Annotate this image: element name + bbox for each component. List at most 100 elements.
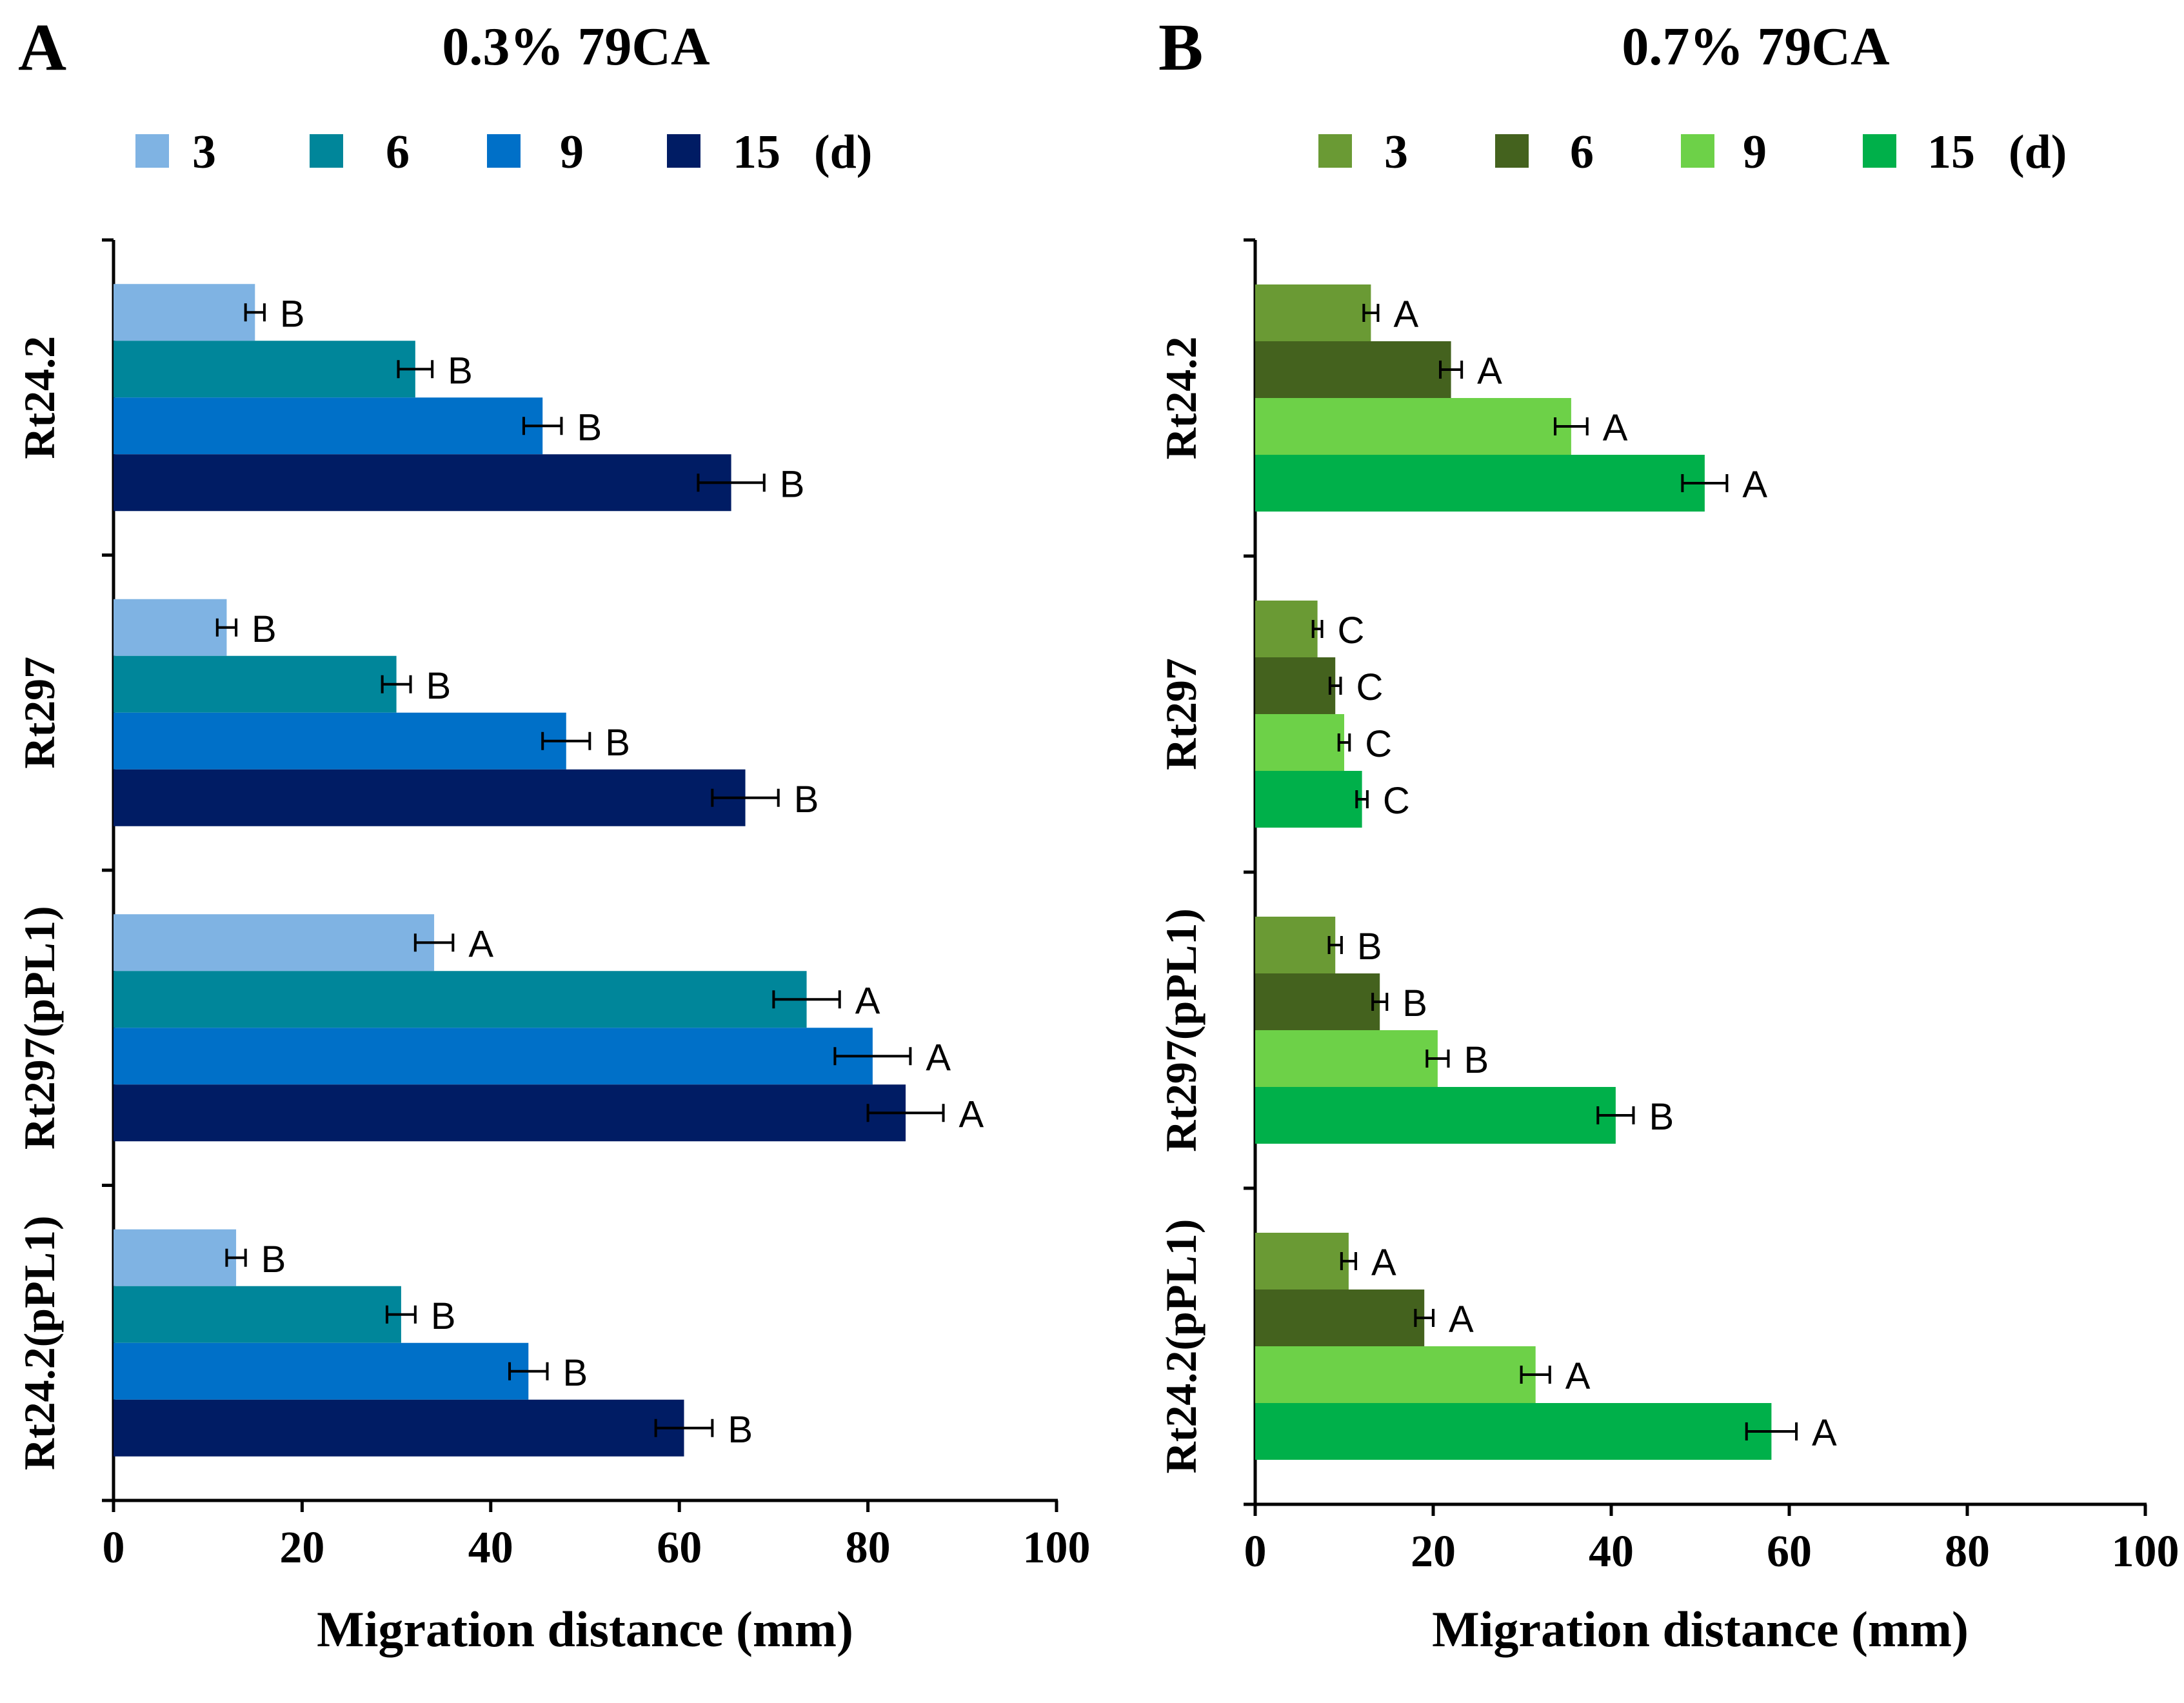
x-tick-label: 100 <box>1023 1523 1091 1573</box>
x-tick-label: 60 <box>657 1523 702 1573</box>
bar <box>1255 1233 1349 1290</box>
bar <box>114 1399 684 1457</box>
bar <box>114 1286 401 1343</box>
bar <box>114 599 227 656</box>
category-group: Rt24.2(pPL1) A A A A <box>1157 1219 1837 1474</box>
category-group: Rt24.2 B B B B <box>15 284 805 512</box>
bar <box>1255 1030 1438 1087</box>
significance-label: A <box>1393 294 1418 335</box>
legend-swatch <box>667 134 700 168</box>
x-tick-label: 0 <box>103 1523 125 1573</box>
significance-label: B <box>794 779 819 821</box>
legend-entry: 6 <box>386 126 410 179</box>
significance-label: A <box>1603 407 1628 449</box>
legend-unit: (d) <box>2009 126 2067 179</box>
x-tick-label: 80 <box>1945 1527 1990 1577</box>
legend-entry: 9 <box>560 126 584 179</box>
significance-label: A <box>855 980 880 1022</box>
significance-label: A <box>1477 350 1502 392</box>
x-tick-label: 20 <box>279 1523 324 1573</box>
category-label: Rt297(pPL1) <box>1157 908 1206 1152</box>
bar <box>1255 714 1344 771</box>
significance-label: C <box>1383 780 1410 822</box>
bar <box>114 341 415 398</box>
significance-label: B <box>252 608 277 650</box>
significance-label: B <box>261 1239 286 1280</box>
category-group: Rt24.2 A A A A <box>1157 284 1767 512</box>
category-group: Rt24.2(pPL1) B B B B <box>15 1215 753 1470</box>
bar <box>1255 398 1571 455</box>
category-label: Rt297(pPL1) <box>15 906 64 1150</box>
legend-swatch <box>1863 134 1896 168</box>
bar <box>1255 771 1362 828</box>
panel-label: A <box>18 10 66 85</box>
significance-label: B <box>563 1352 588 1394</box>
significance-label: B <box>780 463 805 505</box>
significance-label: B <box>1649 1096 1674 1138</box>
significance-label: A <box>1565 1355 1591 1397</box>
legend-swatch <box>1495 134 1529 168</box>
legend: 3 6 9 15 (d) <box>1318 126 2067 179</box>
bar <box>1255 657 1336 714</box>
bar <box>114 1342 529 1400</box>
x-tick-label: 80 <box>846 1523 891 1573</box>
significance-label: B <box>426 665 452 707</box>
bar <box>114 971 807 1028</box>
legend-unit: (d) <box>814 126 872 179</box>
significance-label: A <box>1742 464 1767 506</box>
bar <box>1255 973 1380 1030</box>
significance-label: A <box>468 923 493 965</box>
legend-entry: 3 <box>1384 126 1408 179</box>
legend-entry: 6 <box>1570 126 1594 179</box>
bar <box>1255 1087 1616 1144</box>
bar <box>114 284 255 341</box>
significance-label: C <box>1365 723 1392 765</box>
chart-title: 0.3% 79CA <box>442 17 710 77</box>
significance-label: A <box>959 1093 984 1135</box>
significance-label: B <box>577 406 602 448</box>
category-label: Rt24.2 <box>1157 337 1206 460</box>
bar <box>114 655 397 713</box>
bar <box>1255 601 1318 657</box>
bar <box>1255 1346 1536 1403</box>
significance-label: A <box>1371 1242 1396 1284</box>
x-axis-label: Migration distance (mm) <box>317 1601 853 1657</box>
legend-entry: 3 <box>192 126 216 179</box>
x-tick-label: 40 <box>1589 1527 1634 1577</box>
bar <box>1255 1403 1772 1460</box>
bar <box>1255 341 1451 398</box>
bar <box>1255 917 1336 973</box>
legend-swatch <box>1318 134 1352 168</box>
category-label: Rt297 <box>15 657 64 769</box>
bar <box>114 1028 873 1085</box>
legend-entry: 9 <box>1743 126 1767 179</box>
significance-label: A <box>1812 1412 1837 1454</box>
significance-label: B <box>728 1409 753 1451</box>
panel-label: B <box>1158 10 1203 85</box>
bar <box>114 914 435 971</box>
category-label: Rt24.2(pPL1) <box>15 1215 64 1470</box>
significance-label: B <box>448 350 473 392</box>
bar <box>114 769 746 826</box>
x-axis-label: Migration distance (mm) <box>1432 1601 1969 1657</box>
bar <box>114 1229 237 1286</box>
chart-panel-b: B 0.7% 79CA 3 6 9 15 (d) 0 20 40 60 80 100 Migration … <box>1157 10 2179 1657</box>
category-label: Rt297 <box>1157 658 1206 770</box>
significance-label: C <box>1338 610 1365 652</box>
bar <box>1255 284 1371 341</box>
bar <box>1255 1290 1425 1346</box>
category-label: Rt24.2 <box>15 336 64 459</box>
legend-swatch <box>487 134 521 168</box>
x-tick-label: 100 <box>2112 1527 2179 1577</box>
significance-label: A <box>926 1037 951 1079</box>
legend: 3 6 9 15 (d) <box>135 126 872 179</box>
bar <box>114 1084 906 1142</box>
category-group: Rt297 B B B B <box>15 599 819 826</box>
significance-label: B <box>1402 982 1427 1024</box>
bar <box>114 454 731 512</box>
legend-entry: 15 <box>1927 126 1975 179</box>
bar <box>114 712 566 770</box>
chart-title: 0.7% 79CA <box>1622 17 1890 77</box>
